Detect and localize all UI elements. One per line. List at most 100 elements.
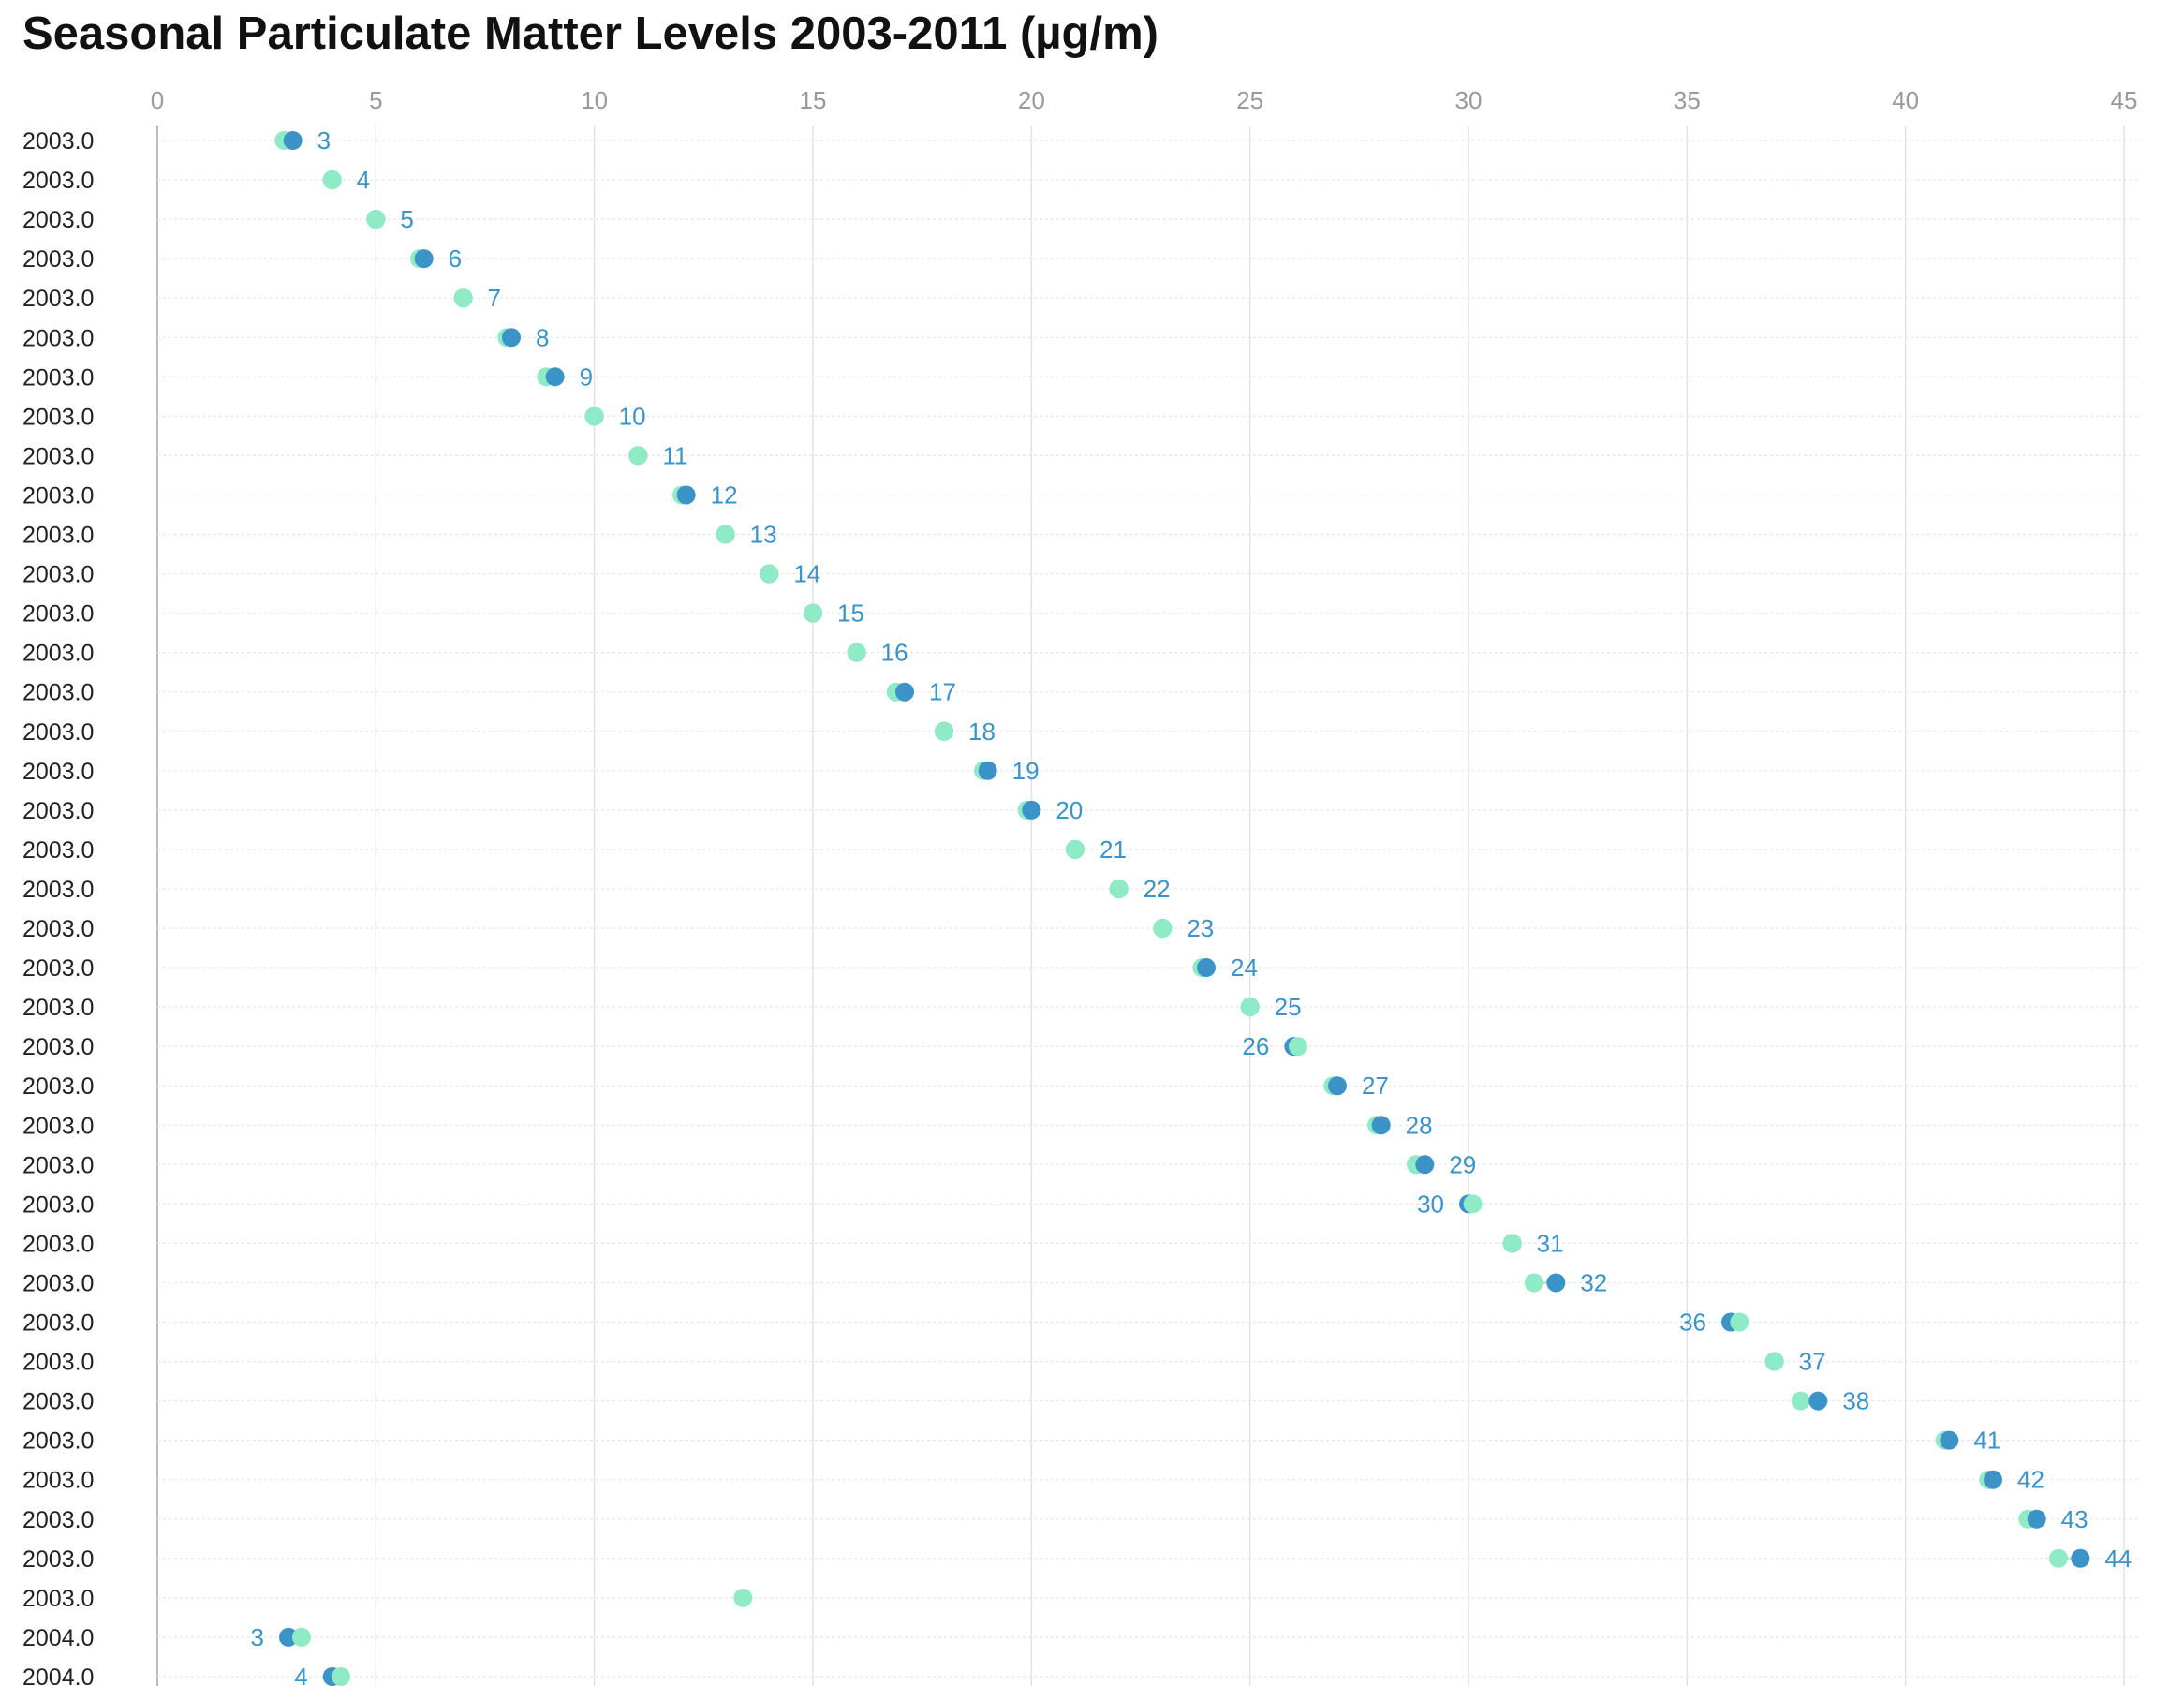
- data-label: 3: [317, 126, 331, 155]
- y-tick-label: 2003.0: [22, 955, 94, 982]
- data-label: 21: [1099, 836, 1127, 864]
- x-tick-label: 30: [1455, 86, 1483, 114]
- end-point: [283, 131, 303, 150]
- data-label: 10: [619, 402, 646, 430]
- start-point: [733, 1588, 753, 1607]
- data-label: 12: [711, 481, 738, 509]
- end-point: [1022, 800, 1041, 820]
- x-tick-label: 20: [1018, 86, 1045, 114]
- row-gridlines: [157, 140, 2140, 1678]
- start-point: [1066, 839, 1085, 859]
- end-point: [1984, 1470, 2002, 1489]
- end-point: [2027, 1509, 2046, 1529]
- data-label: 6: [449, 244, 462, 273]
- x-tick-label: 40: [1892, 86, 1919, 114]
- start-point: [1525, 1273, 1543, 1293]
- y-tick-label: 2003.0: [22, 1546, 94, 1573]
- x-tick-label: 45: [2111, 86, 2138, 114]
- y-tick-label: 2003.0: [22, 995, 94, 1021]
- data-label: 8: [536, 323, 549, 351]
- y-tick-label: 2003.0: [22, 168, 94, 194]
- end-point: [676, 485, 696, 505]
- y-tick-label: 2003.0: [22, 128, 94, 155]
- end-point: [1197, 958, 1216, 978]
- data-label: 19: [1012, 757, 1040, 785]
- data-label: 18: [968, 717, 996, 746]
- y-tick-label: 2003.0: [22, 1350, 94, 1376]
- data-label: 43: [2061, 1505, 2088, 1533]
- y-tick-label: 2003.0: [22, 1191, 94, 1218]
- end-point: [1808, 1391, 1828, 1411]
- y-tick-label: 2003.0: [22, 719, 94, 746]
- y-tick-label: 2003.0: [22, 1152, 94, 1178]
- start-point: [332, 1666, 350, 1686]
- end-point: [1415, 1155, 1435, 1175]
- y-tick-label: 2003.0: [22, 404, 94, 430]
- end-point: [502, 328, 521, 348]
- data-label: 9: [580, 362, 593, 391]
- end-point: [978, 761, 997, 780]
- data-label: 7: [488, 284, 501, 312]
- y-tick-label: 2003.0: [22, 1389, 94, 1415]
- start-point: [1791, 1391, 1810, 1411]
- data-label: 13: [750, 521, 777, 549]
- y-tick-label: 2003.0: [22, 1507, 94, 1533]
- y-axis-ticks: 2003.0 2003.0 2003.0 2003.0 2003.0 2003.0 2003…: [22, 128, 94, 1686]
- y-tick-label: 2003.0: [22, 680, 94, 706]
- start-point: [804, 603, 822, 623]
- data-label: 23: [1187, 914, 1214, 942]
- data-label: 31: [1537, 1229, 1564, 1257]
- data-label: 32: [1580, 1268, 1607, 1296]
- start-point: [716, 525, 735, 544]
- x-tick-label: 15: [800, 86, 827, 114]
- start-point: [1240, 998, 1260, 1017]
- data-label: 5: [400, 205, 413, 233]
- y-tick-label: 2003.0: [22, 1034, 94, 1060]
- start-point: [760, 564, 779, 584]
- data-label: 27: [1362, 1072, 1389, 1100]
- data-label: 25: [1275, 993, 1302, 1021]
- y-tick-label: 2003.0: [22, 877, 94, 903]
- start-point: [453, 288, 473, 308]
- y-tick-label: 2003.0: [22, 798, 94, 824]
- data-label: 41: [1973, 1427, 2000, 1455]
- y-tick-label: 2003.0: [22, 443, 94, 469]
- y-tick-label: 2003.0: [22, 1073, 94, 1100]
- start-point: [584, 407, 604, 426]
- x-tick-label: 35: [1674, 86, 1701, 114]
- y-tick-label: 2003.0: [22, 246, 94, 273]
- end-point: [1328, 1076, 1347, 1096]
- start-point: [628, 446, 648, 466]
- y-tick-label: 2003.0: [22, 286, 94, 312]
- data-label: 30: [1417, 1190, 1444, 1218]
- start-point: [847, 643, 866, 662]
- start-point: [1764, 1352, 1784, 1371]
- data-label: 22: [1144, 875, 1171, 903]
- y-tick-label: 2003.0: [22, 325, 94, 351]
- y-tick-label: 2003.0: [22, 482, 94, 509]
- x-tick-label: 0: [151, 86, 164, 114]
- end-point: [1546, 1273, 1566, 1293]
- data-label: 36: [1679, 1309, 1706, 1337]
- start-point: [1153, 919, 1173, 938]
- data-label: 20: [1055, 796, 1083, 824]
- end-point: [1371, 1116, 1391, 1135]
- data-label: 29: [1449, 1150, 1476, 1178]
- y-tick-label: 2003.0: [22, 641, 94, 667]
- end-point: [545, 367, 565, 387]
- end-point: [279, 1627, 298, 1647]
- start-point: [1502, 1234, 1522, 1253]
- start-point: [292, 1627, 311, 1647]
- start-point: [322, 170, 342, 190]
- data-label: 37: [1799, 1348, 1826, 1376]
- y-tick-label: 2003.0: [22, 364, 94, 391]
- data-label: 24: [1231, 954, 1258, 982]
- end-point: [414, 249, 434, 269]
- data-label: 3: [251, 1623, 264, 1651]
- y-tick-label: 2003.0: [22, 207, 94, 233]
- y-tick-label: 2003.0: [22, 1586, 94, 1612]
- end-point: [895, 682, 914, 702]
- start-point: [1730, 1312, 1749, 1332]
- data-label: 26: [1242, 1032, 1269, 1060]
